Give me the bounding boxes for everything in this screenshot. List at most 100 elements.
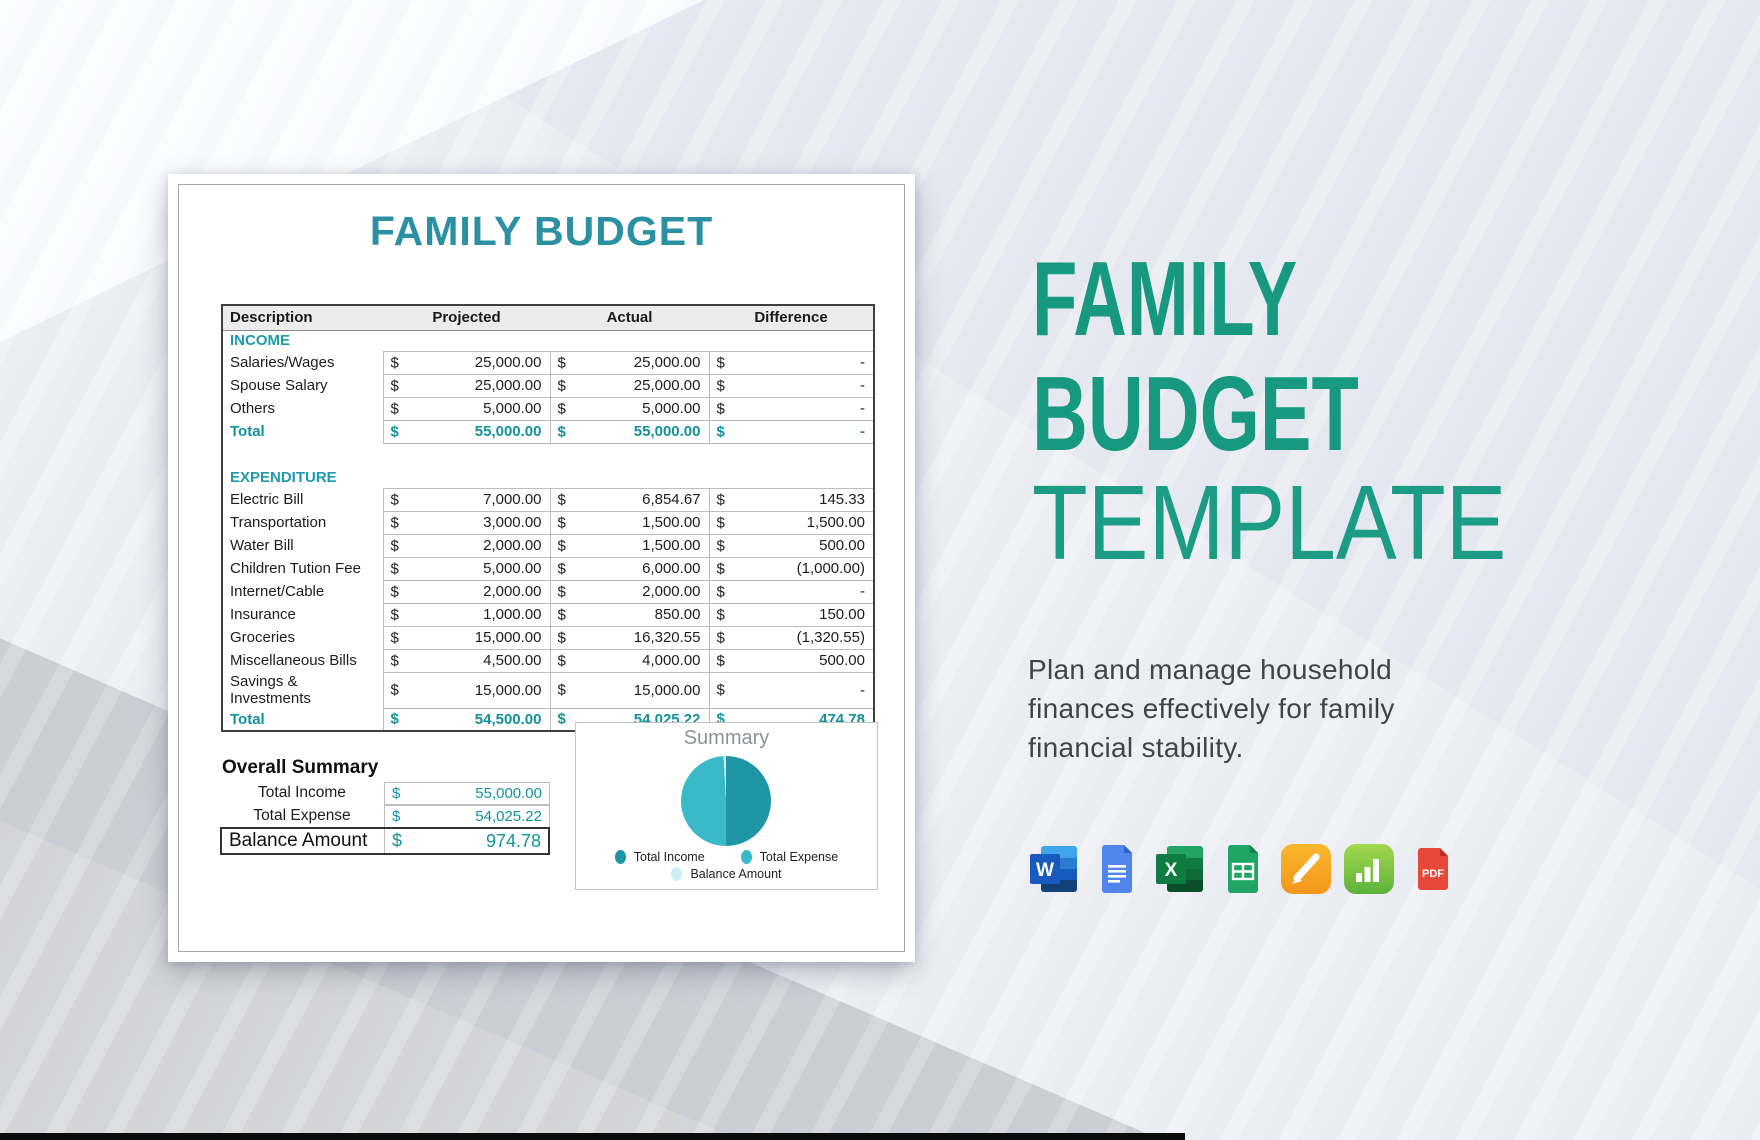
header-projected: Projected bbox=[383, 305, 550, 331]
svg-text:W: W bbox=[1036, 860, 1054, 881]
bottom-edge-strip bbox=[0, 1133, 1185, 1140]
file-format-icons: W X bbox=[1028, 843, 1458, 895]
apple-pages-icon[interactable] bbox=[1280, 843, 1332, 895]
panel-title-family: FAMILY bbox=[1032, 240, 1298, 358]
pie-chart bbox=[681, 756, 771, 846]
currency-symbol: $ bbox=[392, 784, 401, 802]
currency-symbol: $ bbox=[557, 400, 566, 417]
currency-symbol: $ bbox=[557, 681, 566, 699]
currency-symbol: $ bbox=[557, 423, 566, 440]
income-section-label: INCOME bbox=[230, 332, 290, 349]
microsoft-excel-icon[interactable]: X bbox=[1154, 843, 1206, 895]
balance-amount-label: Balance Amount bbox=[229, 830, 368, 851]
summary-row: Total Income $55,000.00 bbox=[220, 782, 550, 805]
table-row: Water Bill $2,000.00 $1,500.00 $500.00 bbox=[222, 533, 875, 558]
currency-symbol: $ bbox=[716, 652, 725, 669]
currency-symbol: $ bbox=[716, 629, 725, 646]
table-row: Electric Bill $7,000.00 $6,854.67 $145.3… bbox=[222, 487, 875, 512]
balance-amount-row: Balance Amount $974.78 bbox=[220, 827, 550, 855]
currency-symbol: $ bbox=[716, 400, 725, 417]
currency-symbol: $ bbox=[390, 681, 399, 699]
microsoft-word-icon[interactable]: W bbox=[1028, 843, 1080, 895]
table-row: Miscellaneous Bills $4,500.00 $4,000.00 … bbox=[222, 648, 875, 673]
currency-symbol: $ bbox=[392, 830, 403, 851]
panel-description: Plan and manage household finances effec… bbox=[1028, 654, 1395, 763]
google-docs-icon[interactable] bbox=[1091, 843, 1143, 895]
currency-symbol: $ bbox=[390, 423, 399, 440]
currency-symbol: $ bbox=[716, 354, 725, 371]
summary-row: Total Expense $54,025.22 bbox=[220, 805, 550, 828]
table-row: Savings & Investments $15,000.00 $15,000… bbox=[222, 671, 875, 709]
table-header-row: Description Projected Actual Difference bbox=[222, 305, 874, 331]
currency-symbol: $ bbox=[557, 606, 566, 623]
budget-table: Description Projected Actual Difference … bbox=[221, 304, 875, 732]
currency-symbol: $ bbox=[716, 377, 725, 394]
table-row: Internet/Cable $2,000.00 $2,000.00 $ - bbox=[222, 579, 875, 604]
budget-document-card: FAMILY BUDGET Description Projected Actu… bbox=[168, 174, 915, 962]
currency-symbol: $ bbox=[390, 377, 399, 394]
header-description: Description bbox=[222, 305, 383, 331]
chart-legend: Total Income Total Expense Balance Amoun… bbox=[576, 847, 877, 881]
currency-symbol: $ bbox=[392, 807, 401, 825]
table-row: Transportation $3,000.00 $1,500.00 $1,50… bbox=[222, 510, 875, 535]
header-actual: Actual bbox=[550, 305, 709, 331]
currency-symbol: $ bbox=[557, 710, 566, 728]
currency-symbol: $ bbox=[716, 491, 725, 508]
currency-symbol: $ bbox=[557, 514, 566, 531]
overall-summary-rows: Total Income $55,000.00 Total Expense $5… bbox=[220, 782, 550, 828]
legend-dot-expense bbox=[740, 850, 752, 864]
currency-symbol: $ bbox=[716, 606, 725, 623]
currency-symbol: $ bbox=[557, 652, 566, 669]
currency-symbol: $ bbox=[557, 491, 566, 508]
income-section-row: INCOME bbox=[222, 330, 874, 351]
table-row: Salaries/Wages $25,000.00 $25,000.00 $ - bbox=[222, 350, 875, 375]
table-row: Children Tution Fee $5,000.00 $6,000.00 … bbox=[222, 556, 875, 581]
balance-amount-value: 974.78 bbox=[485, 831, 541, 851]
table-row: Insurance $1,000.00 $850.00 $150.00 bbox=[222, 602, 875, 627]
currency-symbol: $ bbox=[716, 423, 725, 440]
currency-symbol: $ bbox=[716, 583, 725, 600]
currency-symbol: $ bbox=[716, 514, 725, 531]
legend-item-total-income: Total Income bbox=[614, 850, 705, 864]
currency-symbol: $ bbox=[390, 560, 399, 577]
currency-symbol: $ bbox=[390, 710, 399, 728]
currency-symbol: $ bbox=[557, 354, 566, 371]
currency-symbol: $ bbox=[716, 560, 725, 577]
currency-symbol: $ bbox=[716, 710, 725, 728]
currency-symbol: $ bbox=[557, 537, 566, 554]
currency-symbol: $ bbox=[390, 537, 399, 554]
table-row: Groceries $15,000.00 $16,320.55 $ (1,320.… bbox=[222, 625, 875, 650]
currency-symbol: $ bbox=[390, 400, 399, 417]
currency-symbol: $ bbox=[390, 583, 399, 600]
currency-symbol: $ bbox=[557, 629, 566, 646]
currency-symbol: $ bbox=[390, 354, 399, 371]
currency-symbol: $ bbox=[390, 514, 399, 531]
svg-text:X: X bbox=[1165, 860, 1178, 881]
summary-chart-box: Summary Total Income Total Expense Balan… bbox=[575, 722, 878, 890]
overall-summary-title: Overall Summary bbox=[222, 757, 379, 778]
currency-symbol: $ bbox=[716, 537, 725, 554]
expenditure-section-row: EXPENDITURE bbox=[222, 467, 874, 488]
header-difference: Difference bbox=[709, 305, 874, 331]
legend-item-balance-amount: Balance Amount bbox=[671, 867, 782, 881]
currency-symbol: $ bbox=[716, 681, 725, 699]
expenditure-section-label: EXPENDITURE bbox=[230, 468, 337, 486]
currency-symbol: $ bbox=[390, 491, 399, 508]
currency-symbol: $ bbox=[390, 652, 399, 669]
svg-text:PDF: PDF bbox=[1422, 868, 1444, 880]
legend-dot-balance bbox=[671, 867, 683, 881]
table-row: Others $5,000.00 $5,000.00 $ - bbox=[222, 396, 875, 421]
chart-title: Summary bbox=[683, 727, 770, 749]
section-gap-row bbox=[222, 443, 874, 467]
currency-symbol: $ bbox=[557, 583, 566, 600]
document-title: FAMILY BUDGET bbox=[369, 208, 714, 254]
table-row: Spouse Salary $25,000.00 $25,000.00 $ - bbox=[222, 373, 875, 398]
pdf-icon[interactable]: PDF bbox=[1406, 843, 1458, 895]
panel-title-budget: BUDGET bbox=[1032, 355, 1359, 473]
legend-item-total-expense: Total Expense bbox=[740, 850, 838, 864]
table-row: Total $55,000.00 $55,000.00 $ - bbox=[222, 419, 875, 444]
apple-numbers-icon[interactable] bbox=[1343, 843, 1395, 895]
currency-symbol: $ bbox=[557, 377, 566, 394]
panel-title-template: TEMPLATE bbox=[1032, 464, 1507, 582]
google-sheets-icon[interactable] bbox=[1217, 843, 1269, 895]
